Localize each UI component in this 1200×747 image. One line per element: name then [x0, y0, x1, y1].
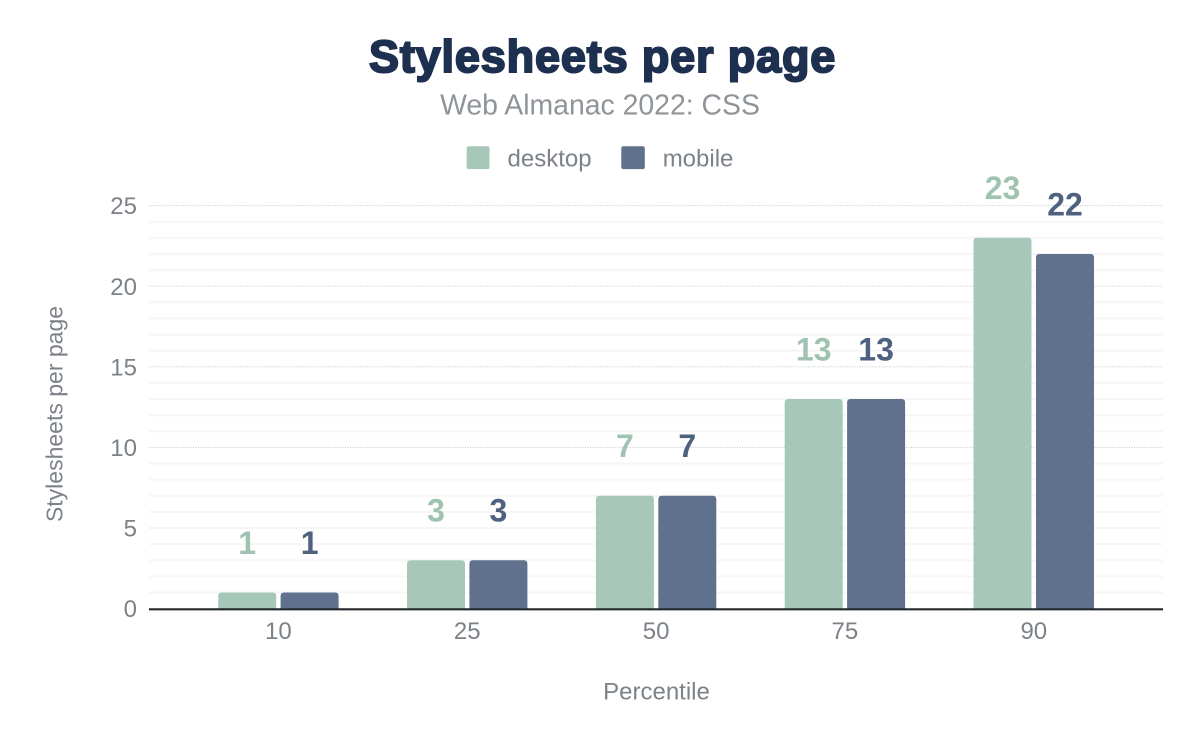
svg-text:Percentile: Percentile — [603, 679, 710, 706]
svg-text:10: 10 — [265, 618, 292, 645]
svg-text:25: 25 — [110, 193, 137, 220]
svg-text:5: 5 — [124, 516, 137, 543]
svg-text:20: 20 — [110, 274, 137, 301]
svg-text:13: 13 — [858, 331, 894, 367]
svg-text:desktop: desktop — [508, 146, 592, 173]
svg-text:22: 22 — [1047, 186, 1083, 222]
svg-text:25: 25 — [454, 618, 481, 645]
svg-text:1: 1 — [238, 525, 256, 561]
svg-text:10: 10 — [110, 435, 137, 462]
svg-text:23: 23 — [985, 170, 1021, 206]
svg-text:0: 0 — [124, 596, 137, 623]
svg-text:3: 3 — [427, 493, 445, 529]
svg-text:mobile: mobile — [663, 146, 734, 173]
svg-text:13: 13 — [796, 331, 832, 367]
svg-text:7: 7 — [616, 428, 634, 464]
svg-text:90: 90 — [1020, 618, 1047, 645]
svg-text:Web Almanac 2022: CSS: Web Almanac 2022: CSS — [440, 90, 760, 122]
svg-text:1: 1 — [301, 525, 319, 561]
svg-text:7: 7 — [678, 428, 696, 464]
svg-text:15: 15 — [110, 354, 137, 381]
svg-text:Stylesheets per page: Stylesheets per page — [42, 306, 68, 522]
svg-text:50: 50 — [643, 618, 670, 645]
svg-text:75: 75 — [832, 618, 859, 645]
svg-text:Stylesheets per page: Stylesheets per page — [369, 31, 836, 82]
svg-text:3: 3 — [490, 493, 508, 529]
